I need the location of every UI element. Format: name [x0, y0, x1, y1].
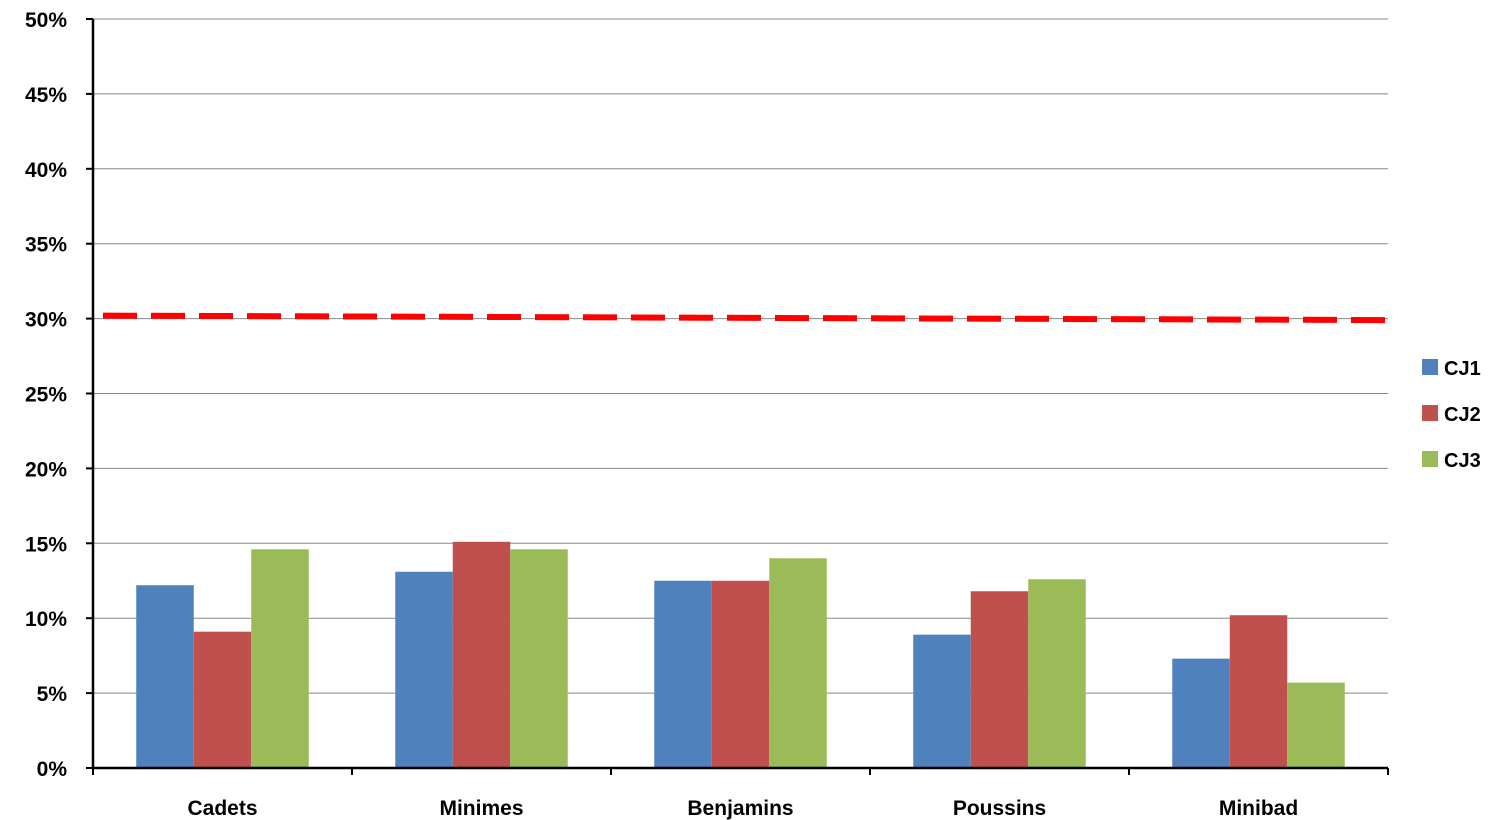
bar-cj1-minibad — [1172, 658, 1230, 768]
x-category-label: Poussins — [953, 797, 1046, 820]
y-tick-label: 35% — [25, 234, 67, 257]
bar-cj1-poussins — [913, 634, 971, 768]
legend-label-cj2: CJ2 — [1444, 404, 1481, 426]
reference-line-group — [102, 312, 1392, 324]
bar-cj3-poussins — [1028, 579, 1086, 768]
y-tick-label: 50% — [25, 9, 67, 32]
bar-cj1-benjamins — [654, 580, 712, 768]
y-tick-label: 30% — [25, 309, 67, 332]
legend-label-cj1: CJ1 — [1444, 358, 1481, 380]
bar-cj2-benjamins — [711, 580, 770, 768]
bar-cj3-cadets — [251, 549, 309, 768]
reference-line — [102, 312, 1392, 324]
bar-cj1-cadets — [136, 585, 194, 768]
bar-cj3-minimes — [510, 549, 568, 768]
bar-cj3-minibad — [1287, 682, 1345, 768]
legend-swatch-cj2 — [1422, 405, 1438, 421]
y-tick-label: 40% — [25, 159, 67, 182]
x-category-label: Cadets — [187, 797, 257, 820]
x-category-label: Minimes — [439, 797, 523, 820]
x-category-label: Minibad — [1219, 797, 1298, 820]
y-tick-label: 20% — [25, 458, 67, 481]
y-tick-label: 25% — [25, 384, 67, 407]
y-tick-label: 0% — [37, 758, 68, 781]
bar-cj1-minimes — [395, 571, 453, 768]
bar-cj2-poussins — [970, 591, 1029, 768]
bars — [136, 541, 1345, 768]
x-category-label: Benjamins — [687, 797, 793, 820]
y-tick-labels: 0% 5% 10% 15% 20% 25% 30% 35% 40% 45% 50% — [25, 9, 67, 781]
x-category-labels: Cadets Minimes Benjamins Poussins Minibad — [187, 797, 1298, 820]
y-tick-label: 45% — [25, 84, 67, 107]
legend-swatch-cj3 — [1422, 451, 1438, 467]
y-tick-label: 15% — [25, 533, 67, 556]
bar-cj2-minimes — [452, 541, 511, 768]
legend: CJ1 CJ2 CJ3 — [1422, 358, 1481, 472]
bar-cj2-minibad — [1229, 615, 1288, 768]
y-tick-label: 5% — [37, 683, 68, 706]
axes — [86, 18, 1389, 775]
bar-cj2-cadets — [193, 631, 252, 768]
y-tick-label: 10% — [25, 608, 67, 631]
legend-swatch-cj1 — [1422, 359, 1438, 375]
legend-label-cj3: CJ3 — [1444, 450, 1481, 472]
bar-cj3-benjamins — [769, 558, 827, 768]
